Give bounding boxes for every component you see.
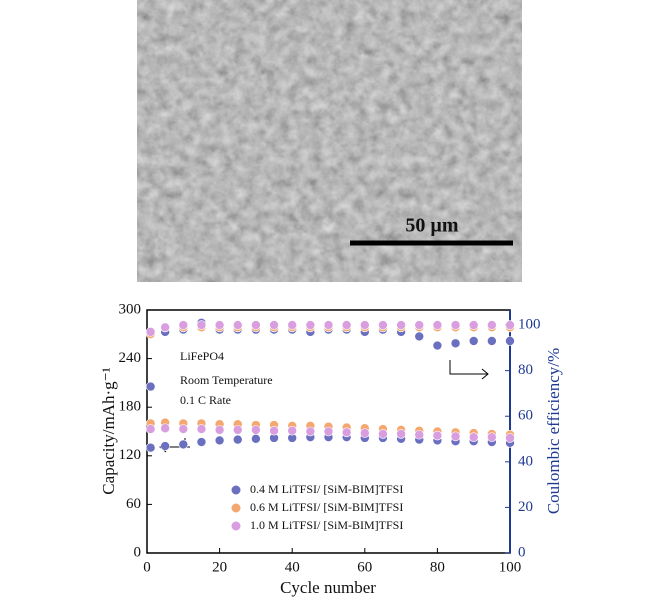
capacity-point <box>287 425 298 436</box>
capacity-point <box>251 425 261 435</box>
x-tick-label: 60 <box>357 559 372 575</box>
x-tick-label: 0 <box>143 559 151 575</box>
x-tick-label: 20 <box>212 559 227 575</box>
efficiency-point <box>251 320 261 330</box>
legend-marker <box>231 521 241 531</box>
y2-tick-label: 20 <box>518 499 533 515</box>
annotation: LiFePO4 <box>180 349 224 363</box>
capacity-point <box>178 439 189 450</box>
legend-label: 0.6 M LiTFSI/ [SiM-BIM]TFSI <box>250 500 403 514</box>
capacity-point <box>505 433 515 443</box>
capacity-point <box>160 423 170 434</box>
efficiency-point <box>487 336 497 346</box>
legend-marker <box>231 485 241 495</box>
y-tick-label: 180 <box>119 399 142 415</box>
y-tick-label: 300 <box>119 301 142 317</box>
y2-tick-label: 80 <box>518 362 533 378</box>
efficiency-point <box>414 331 425 342</box>
scale-bar-label: 50 µm <box>405 215 459 237</box>
capacity-point <box>232 425 243 435</box>
efficiency-point <box>232 320 243 330</box>
capacity-point <box>145 442 156 453</box>
capacity-point <box>145 424 156 434</box>
capacity-point <box>214 435 225 446</box>
legend-label: 0.4 M LiTFSI/ [SiM-BIM]TFSI <box>250 482 403 496</box>
capacity-point <box>341 427 352 438</box>
annotation: 0.1 C Rate <box>180 393 231 407</box>
efficiency-point <box>341 320 352 330</box>
capacity-point <box>196 424 207 434</box>
efficiency-point <box>468 336 479 346</box>
legend-label: 1.0 M LiTFSI/ [SiM-BIM]TFSI <box>250 518 403 532</box>
efficiency-point <box>196 320 207 330</box>
efficiency-point <box>269 320 279 330</box>
capacity-point <box>414 429 425 440</box>
capacity-point <box>432 430 443 441</box>
capacity-point <box>178 424 189 434</box>
efficiency-point <box>145 381 156 392</box>
efficiency-point <box>287 320 298 330</box>
efficiency-point <box>414 320 425 330</box>
capacity-point <box>305 426 316 437</box>
capacity-point <box>269 425 279 436</box>
y2-tick-label: 60 <box>518 408 533 424</box>
capacity-point <box>196 437 207 447</box>
y2-axis-label: Coulombic efficiency/% <box>544 348 563 514</box>
efficiency-point <box>450 320 461 330</box>
sem-texture <box>137 0 522 282</box>
capacity-point <box>232 434 243 445</box>
efficiency-point <box>178 320 189 330</box>
x-tick-label: 80 <box>430 559 445 575</box>
y-tick-label: 240 <box>119 350 142 366</box>
y2-tick-label: 40 <box>518 453 533 469</box>
efficiency-point <box>505 320 515 330</box>
capacity-point <box>251 433 261 444</box>
efficiency-point <box>305 320 316 330</box>
capacity-point <box>160 441 170 451</box>
capacity-point <box>396 429 406 439</box>
arrow-right <box>449 360 489 380</box>
efficiency-point <box>323 320 334 330</box>
y2-tick-label: 100 <box>518 316 541 332</box>
efficiency-point <box>432 320 443 330</box>
efficiency-point <box>468 320 479 330</box>
x-axis-label: Cycle number <box>280 578 376 597</box>
efficiency-point <box>214 320 225 330</box>
efficiency-point <box>145 327 156 337</box>
efficiency-point <box>359 320 370 330</box>
y2-tick-label: 0 <box>518 544 526 560</box>
capacity-point <box>359 428 370 438</box>
capacity-point <box>323 426 334 437</box>
capacity-point <box>450 431 461 442</box>
legend-marker <box>231 503 241 513</box>
efficiency-point <box>487 320 497 330</box>
capacity-point <box>487 432 497 442</box>
annotation: Room Temperature <box>180 373 273 387</box>
y-tick-label: 60 <box>126 496 141 512</box>
efficiency-point <box>378 320 388 330</box>
capacity-point <box>214 425 225 435</box>
efficiency-point <box>160 322 170 333</box>
efficiency-point <box>432 340 443 351</box>
capacity-point <box>378 429 388 439</box>
efficiency-point <box>450 338 461 349</box>
efficiency-point <box>396 320 406 330</box>
y-tick-label: 120 <box>119 447 142 463</box>
x-tick-label: 40 <box>285 559 300 575</box>
x-tick-label: 100 <box>499 559 522 575</box>
efficiency-point <box>505 336 515 346</box>
y-tick-label: 0 <box>134 544 142 560</box>
capacity-point <box>468 432 479 442</box>
y-axis-label: Capacity/mAh·g⁻¹ <box>99 367 118 494</box>
